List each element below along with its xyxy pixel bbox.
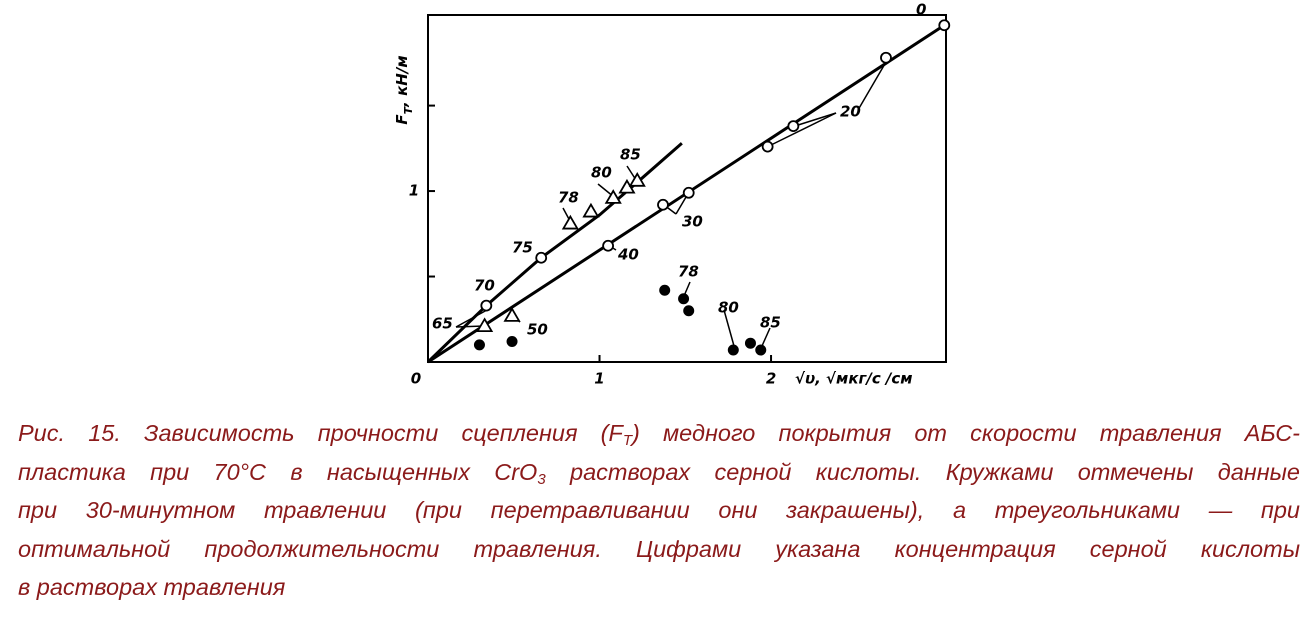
leader-line	[761, 327, 771, 347]
annotation: 50	[527, 321, 548, 339]
marker-open-circle	[787, 120, 800, 133]
annotation: 75	[512, 239, 533, 257]
leader-line	[794, 112, 837, 127]
marker-filled-circle	[755, 344, 767, 356]
marker-triangle	[582, 202, 600, 218]
caption-text: ) медного покрытия от скорости травления…	[632, 420, 1301, 446]
y-tick-label: 1	[409, 182, 419, 200]
plot-frame	[427, 14, 947, 363]
annotation: 80	[718, 299, 739, 317]
subscript: T	[622, 432, 633, 449]
label-part: , кН/м	[393, 55, 411, 107]
marker-open-circle	[880, 51, 892, 64]
x-tick-label: 2	[766, 370, 776, 388]
caption-line: оптимальной продолжительности травления.…	[18, 530, 1300, 569]
marker-open-circle	[682, 186, 695, 199]
y-axis-label: FT, кН/м	[393, 55, 415, 124]
marker-triangle	[604, 189, 622, 204]
marker-triangle	[561, 214, 579, 230]
leader-line	[455, 325, 485, 328]
caption-line: пластика при 70°С в насыщенных CrO3 раст…	[18, 453, 1300, 492]
leader-line	[857, 61, 887, 111]
leader-line	[455, 309, 488, 328]
marker-open-circle	[938, 19, 951, 32]
marker-filled-circle	[473, 339, 485, 351]
annotation: 80	[591, 164, 612, 182]
chart: √υ, √мкг/с /см FT, кН/м 0 1 21020304050657…	[393, 1, 951, 388]
marker-filled-circle	[727, 344, 739, 356]
annotation: 78	[558, 189, 579, 207]
caption-line: Рис. 15. Зависимость прочности сцепления…	[18, 414, 1300, 453]
annotation: 65	[432, 315, 453, 333]
marker-filled-circle	[678, 293, 690, 305]
annotation: 78	[678, 263, 699, 281]
trend-line	[426, 142, 683, 364]
marker-open-circle	[480, 299, 493, 312]
caption-line: при 30-минутном травлении (при перетравл…	[18, 491, 1300, 530]
marker-open-circle	[602, 239, 614, 252]
x-tick-label: 0	[411, 370, 421, 388]
caption-text: при 30-минутном травлении (при перетравл…	[18, 497, 1300, 523]
subscript: 3	[537, 470, 546, 488]
marker-filled-circle	[659, 284, 671, 296]
annotation: 0	[916, 1, 926, 19]
marker-open-circle	[535, 251, 548, 264]
caption-text: растворах серной кислоты. Кружками отмеч…	[545, 458, 1301, 485]
marker-triangle	[628, 172, 646, 187]
annotation: 85	[620, 146, 641, 164]
annotation: 20	[840, 103, 861, 121]
annotation: 85	[760, 314, 781, 332]
subscript: T	[402, 105, 415, 114]
leader-line	[723, 309, 735, 347]
marker-filled-circle	[506, 335, 518, 347]
caption: Рис. 15. Зависимость прочности сцепления…	[18, 414, 1300, 607]
marker-filled-circle	[744, 337, 756, 349]
marker-triangle	[503, 307, 521, 322]
caption-text: в растворах травления	[18, 574, 286, 600]
annotation: 30	[682, 213, 703, 231]
marker-open-circle	[657, 198, 669, 211]
marker-triangle	[476, 317, 494, 333]
caption-text: пластика при 70°С в насыщенных CrO	[18, 458, 538, 485]
caption-text: оптимальной продолжительности травления.…	[18, 535, 1300, 562]
annotation: 40	[617, 246, 639, 264]
x-axis-label: √υ, √мкг/с /см	[795, 370, 913, 388]
label-part: F	[393, 114, 411, 125]
marker-filled-circle	[683, 305, 695, 317]
caption-text: Рис. 15. Зависимость прочности сцепления…	[18, 420, 623, 446]
marker-open-circle	[761, 140, 774, 153]
leader-line	[768, 112, 837, 147]
caption-line: в растворах травления	[18, 568, 1300, 607]
annotation: 70	[474, 277, 495, 295]
x-tick-label: 1	[594, 370, 604, 388]
